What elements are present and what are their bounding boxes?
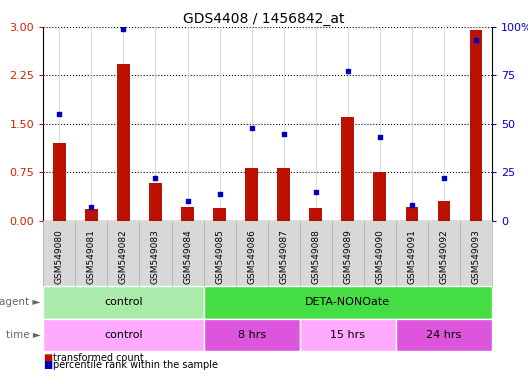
Text: GSM549091: GSM549091 [408, 229, 417, 284]
Text: GSM549090: GSM549090 [375, 229, 384, 284]
Text: GSM549083: GSM549083 [151, 229, 160, 284]
Text: 24 hrs: 24 hrs [427, 330, 461, 340]
Text: agent ►: agent ► [0, 297, 41, 308]
Text: 8 hrs: 8 hrs [238, 330, 266, 340]
Point [215, 190, 224, 197]
Point [55, 111, 63, 117]
Point [344, 68, 352, 74]
Text: transformed count: transformed count [53, 353, 144, 363]
Bar [245, 168, 258, 221]
Point [312, 189, 320, 195]
Bar [213, 208, 226, 221]
Text: GSM549089: GSM549089 [343, 229, 352, 284]
Text: GSM549087: GSM549087 [279, 229, 288, 284]
Text: GSM549081: GSM549081 [87, 229, 96, 284]
Bar [373, 172, 386, 221]
Point [375, 134, 384, 141]
Text: GSM549082: GSM549082 [119, 229, 128, 284]
Point [279, 131, 288, 137]
Bar [406, 207, 418, 221]
Text: percentile rank within the sample: percentile rank within the sample [53, 360, 218, 370]
Text: GSM549084: GSM549084 [183, 229, 192, 284]
Text: GSM549092: GSM549092 [439, 229, 448, 284]
Bar [438, 202, 450, 221]
Text: GSM549080: GSM549080 [55, 229, 64, 284]
Text: ■: ■ [43, 353, 53, 363]
Bar [117, 65, 130, 221]
Point [87, 204, 96, 210]
Text: 15 hrs: 15 hrs [331, 330, 365, 340]
Point [472, 37, 480, 43]
Bar [277, 168, 290, 221]
Text: GSM549085: GSM549085 [215, 229, 224, 284]
Bar [342, 118, 354, 221]
Point [152, 175, 160, 181]
Text: DETA-NONOate: DETA-NONOate [305, 297, 390, 308]
Point [248, 125, 256, 131]
Point [408, 202, 416, 209]
Text: GSM549093: GSM549093 [472, 229, 480, 284]
Text: control: control [104, 330, 143, 340]
Text: GDS4408 / 1456842_at: GDS4408 / 1456842_at [183, 12, 345, 25]
Point [440, 175, 448, 181]
Bar [470, 30, 483, 221]
Text: time ►: time ► [6, 330, 41, 340]
Bar [85, 209, 98, 221]
Bar [149, 183, 162, 221]
Point [119, 26, 128, 32]
Bar [181, 207, 194, 221]
Bar [53, 143, 66, 221]
Point [183, 199, 192, 205]
Text: GSM549088: GSM549088 [312, 229, 320, 284]
Bar [309, 208, 322, 221]
Text: control: control [104, 297, 143, 308]
Text: GSM549086: GSM549086 [247, 229, 256, 284]
Text: ■: ■ [43, 360, 53, 370]
